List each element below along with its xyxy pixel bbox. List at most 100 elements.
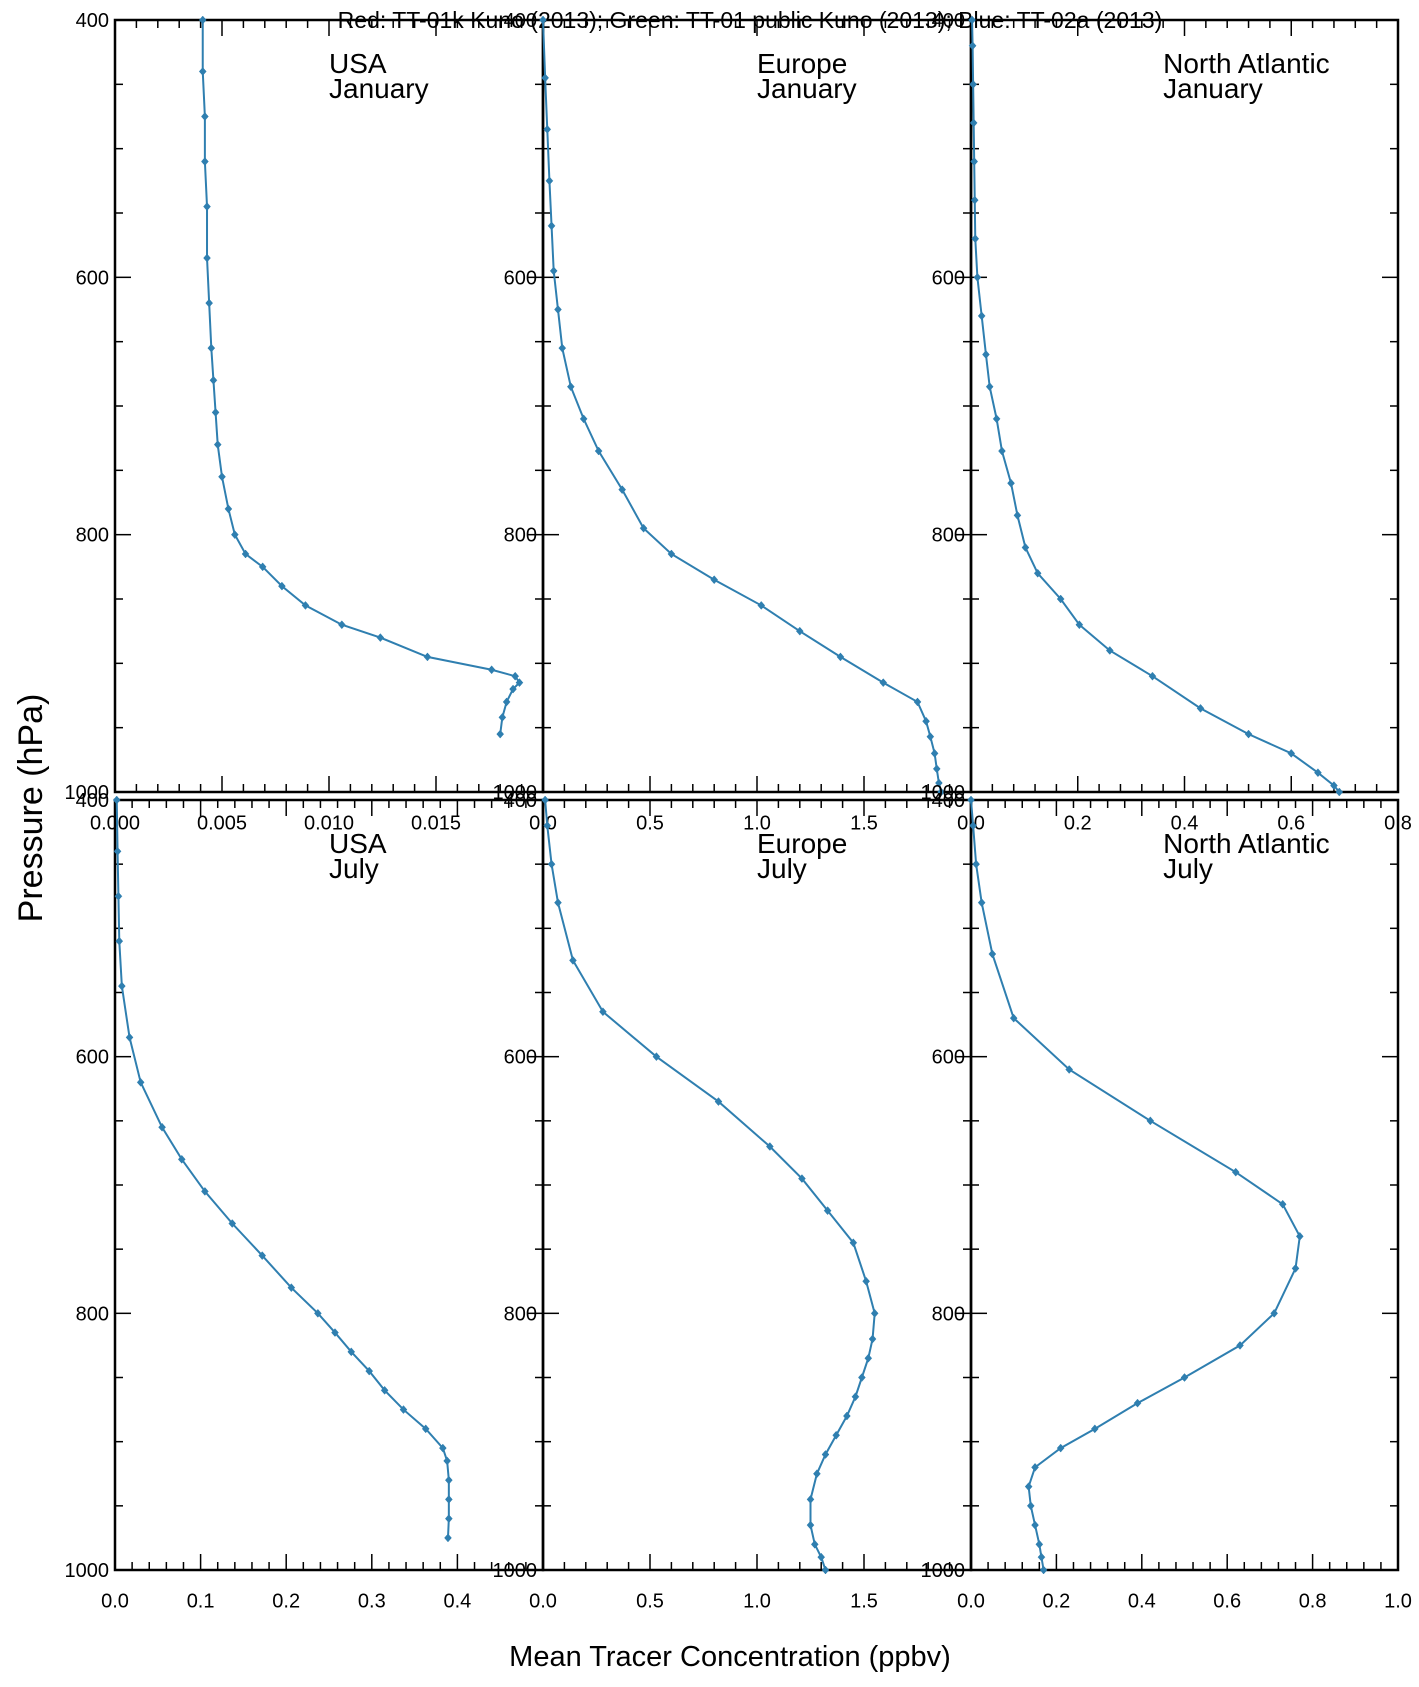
data-point	[968, 15, 976, 25]
y-tick-label: 1000	[921, 782, 966, 804]
data-point	[423, 652, 432, 662]
data-point	[982, 350, 990, 359]
data-point	[224, 504, 233, 514]
data-point	[967, 795, 975, 805]
data-point	[554, 898, 562, 908]
x-tick-label: 1.0	[1384, 1591, 1412, 1613]
x-tick-label: 0.2	[1042, 1591, 1070, 1613]
panel-title-line: July	[757, 853, 807, 884]
data-point	[864, 1353, 873, 1363]
data-point	[937, 787, 945, 797]
data-point	[439, 1443, 447, 1453]
data-point	[851, 1392, 860, 1402]
data-point	[1033, 568, 1042, 578]
data-point	[973, 272, 982, 282]
data-point	[1330, 781, 1338, 790]
data-point	[1007, 478, 1015, 488]
data-point	[177, 1154, 186, 1164]
data-point	[972, 859, 980, 869]
data-point	[554, 305, 562, 314]
data-point	[992, 414, 1001, 424]
data-point	[1146, 1116, 1155, 1126]
data-point	[710, 575, 719, 585]
data-point	[118, 981, 126, 991]
x-tick-label: 1.0	[743, 813, 771, 835]
data-point	[1056, 594, 1065, 604]
data-point	[376, 633, 385, 642]
data-point	[541, 795, 549, 805]
y-tick-label: 800	[76, 1303, 109, 1325]
data-point	[158, 1122, 166, 1132]
data-point	[977, 898, 986, 908]
data-point	[201, 112, 209, 121]
data-point	[1026, 1501, 1035, 1511]
data-point	[766, 1142, 774, 1151]
panel-title-line: Europe	[757, 828, 847, 859]
data-point	[301, 601, 310, 610]
data-point	[1037, 1552, 1046, 1562]
data-point	[926, 732, 935, 742]
data-point	[1244, 729, 1253, 739]
series-line	[201, 20, 521, 735]
data-point	[558, 343, 567, 353]
x-tick-label: 1.0	[743, 1591, 771, 1613]
data-point	[968, 41, 977, 51]
data-point	[1056, 1443, 1065, 1453]
data-point	[444, 1533, 452, 1543]
x-tick-label: 0.3	[358, 1591, 386, 1613]
data-point	[201, 1187, 209, 1196]
x-tick-label: 1.5	[850, 813, 878, 835]
data-point	[930, 749, 939, 758]
x-tick-label: 0.0	[957, 1591, 985, 1613]
y-tick-label: 400	[932, 10, 965, 32]
data-point	[823, 1206, 832, 1216]
panel-title-line: July	[329, 853, 379, 884]
data-point	[218, 472, 226, 482]
data-point	[1013, 510, 1022, 520]
data-point	[113, 846, 122, 856]
x-tick-label: 0.010	[304, 813, 354, 835]
series-line	[115, 799, 450, 1538]
data-point	[1236, 1341, 1244, 1350]
data-point	[421, 1424, 430, 1434]
x-tick-label: 0.8	[1299, 1591, 1327, 1613]
x-tick-label: 0.4	[1128, 1591, 1156, 1613]
y-tick-label: 1000	[493, 782, 538, 804]
panel-frame	[113, 798, 545, 1572]
data-point	[935, 778, 943, 788]
data-point	[213, 440, 222, 449]
x-tick-label: 1.5	[850, 1591, 878, 1613]
data-point	[258, 1251, 267, 1260]
y-tick-label: 600	[504, 1047, 537, 1069]
data-point	[278, 581, 286, 591]
data-point	[502, 697, 511, 707]
data-point	[203, 253, 211, 263]
data-point	[445, 1475, 453, 1485]
data-point	[594, 446, 603, 456]
data-point	[1065, 1065, 1074, 1074]
y-tick-label: 600	[76, 267, 109, 289]
y-tick-label: 1000	[65, 1560, 110, 1582]
data-point	[1270, 1308, 1279, 1318]
data-point	[543, 124, 552, 134]
y-tick-label: 800	[932, 525, 965, 547]
data-point	[365, 1366, 374, 1376]
data-point	[813, 1469, 821, 1479]
y-axis-label: Pressure (hPa)	[12, 694, 50, 923]
data-point	[795, 626, 804, 636]
data-point	[913, 697, 922, 707]
data-point	[1148, 671, 1157, 681]
data-point	[201, 157, 209, 166]
panel-title-line: January	[329, 73, 429, 104]
data-point	[1031, 1520, 1039, 1530]
data-point	[821, 1565, 830, 1575]
data-point	[821, 1450, 830, 1459]
data-point	[1278, 1199, 1287, 1209]
panel-title-line: USA	[329, 48, 387, 79]
data-point	[836, 652, 845, 662]
data-point	[858, 1373, 866, 1382]
